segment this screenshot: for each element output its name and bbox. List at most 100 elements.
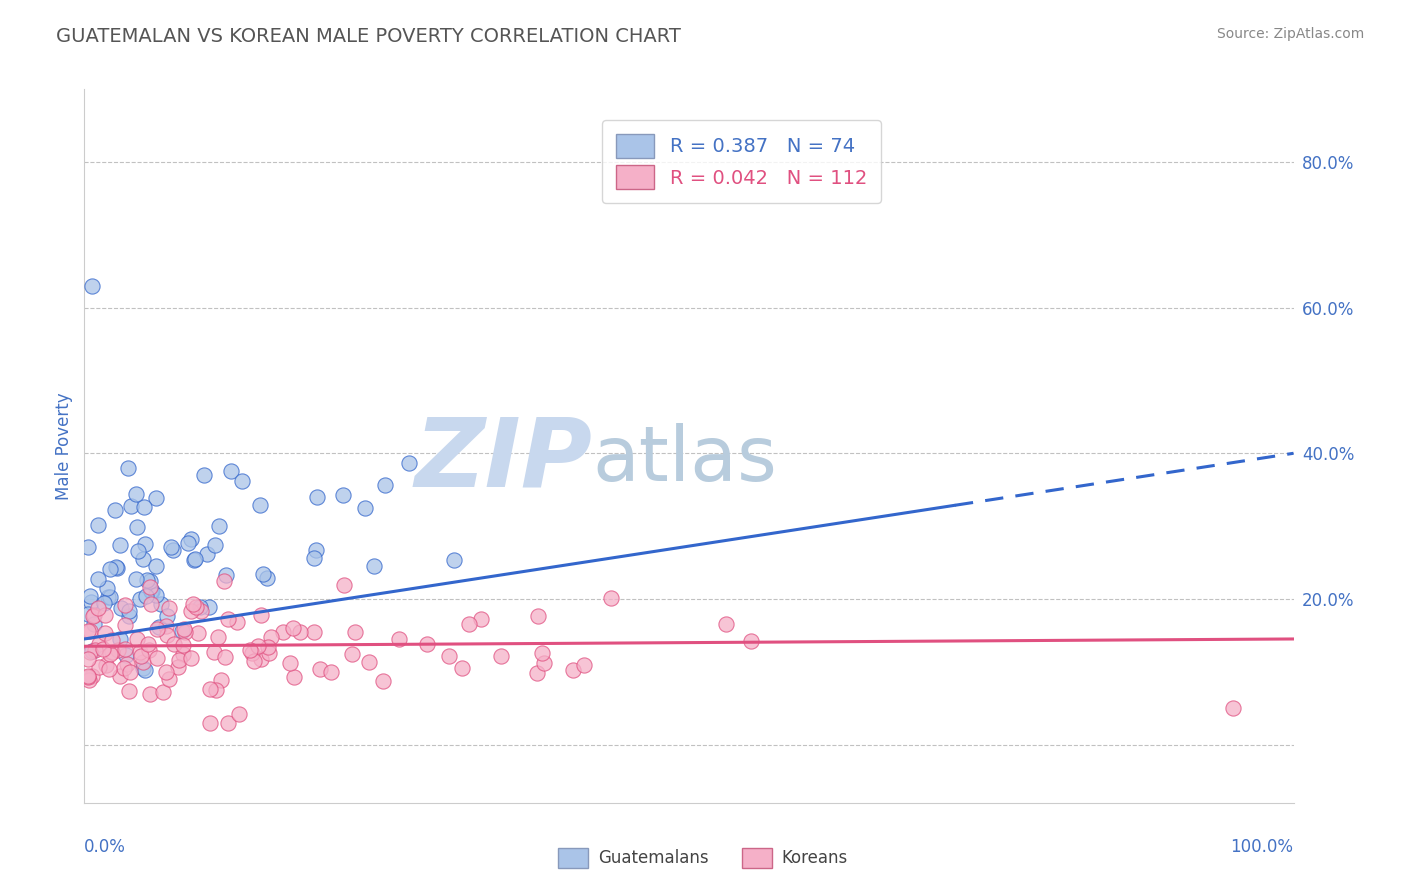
Point [260,630,283,644]
Point [135,589,157,603]
Point [458,616,481,631]
Point [207,518,229,533]
Point [173,622,195,636]
Point [77,624,100,638]
Point [398,456,420,470]
Point [180,604,202,618]
Point [226,615,249,630]
Point [98,590,121,604]
Point [332,578,354,592]
Point [108,632,131,646]
Point [80,644,103,658]
Point [207,630,229,644]
Point [740,633,762,648]
Point [77,652,100,666]
Point [249,498,271,512]
Text: Source: ZipAtlas.com: Source: ZipAtlas.com [1216,27,1364,41]
Point [363,559,385,574]
Point [162,543,184,558]
Point [145,588,167,602]
Point [77,607,100,622]
Text: 100.0%: 100.0% [1230,838,1294,856]
Point [138,643,160,657]
Point [239,643,262,657]
Point [190,604,212,618]
Point [83,607,105,622]
Point [204,538,226,552]
Point [167,659,190,673]
Point [105,561,128,575]
Point [302,625,325,640]
Point [561,663,583,677]
Point [250,652,273,666]
Point [94,626,117,640]
Point [125,572,148,586]
Point [79,589,101,603]
Point [104,559,127,574]
Legend: R = 0.387   N = 74, R = 0.042   N = 112: R = 0.387 N = 74, R = 0.042 N = 112 [602,120,882,202]
Point [451,661,474,675]
Point [252,567,274,582]
Point [215,567,238,582]
Point [79,624,101,639]
Point [283,622,305,636]
Point [271,624,294,639]
Point [173,625,195,640]
Point [83,616,105,631]
Point [278,656,301,670]
Point [319,665,342,679]
Point [340,647,363,661]
Point [180,650,202,665]
Point [77,541,100,555]
Point [357,656,380,670]
Point [198,682,221,697]
Point [118,684,141,698]
Point [136,574,159,588]
Point [114,599,136,613]
Point [172,638,194,652]
Point [177,535,200,549]
Point [332,488,354,502]
Text: 0.0%: 0.0% [84,838,127,856]
Point [145,491,167,506]
Point [104,503,127,517]
Point [157,672,180,686]
Point [354,500,377,515]
Point [132,656,155,670]
Point [343,625,366,640]
Point [139,580,162,594]
Point [110,601,132,615]
Point [470,612,492,626]
Point [134,664,156,678]
Point [599,591,621,605]
Point [172,648,194,662]
Point [129,591,152,606]
Point [443,553,465,567]
Point [228,707,250,722]
Text: atlas: atlas [592,424,778,497]
Point [256,571,278,585]
Point [141,583,163,598]
Point [93,596,115,610]
Point [118,609,141,624]
Point [374,478,396,492]
Point [170,624,193,638]
Point [114,641,136,656]
Point [714,617,737,632]
Point [193,468,215,483]
Point [145,559,167,574]
Point [257,640,280,654]
Point [129,645,152,659]
Point [82,608,104,623]
Point [527,609,550,624]
Point [184,600,207,615]
Point [305,542,328,557]
Point [157,601,180,615]
Point [108,669,131,683]
Point [371,673,394,688]
Point [79,645,101,659]
Point [131,661,153,675]
Point [167,653,190,667]
Point [139,597,162,611]
Point [217,715,239,730]
